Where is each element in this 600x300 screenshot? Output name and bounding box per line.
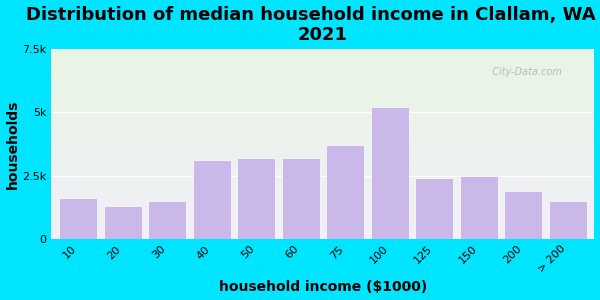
- Bar: [282, 158, 320, 239]
- Bar: [193, 160, 230, 239]
- Bar: [460, 176, 497, 239]
- Bar: [326, 145, 364, 239]
- Bar: [148, 201, 186, 239]
- Bar: [104, 206, 142, 239]
- X-axis label: household income ($1000): household income ($1000): [219, 280, 427, 294]
- Text: City-Data.com: City-Data.com: [486, 67, 562, 76]
- Bar: [505, 191, 542, 239]
- Title: Distribution of median household income in Clallam, WA in
2021: Distribution of median household income …: [26, 6, 600, 44]
- Bar: [237, 158, 275, 239]
- Y-axis label: households: households: [5, 99, 20, 188]
- Bar: [59, 198, 97, 239]
- Bar: [371, 107, 409, 239]
- Bar: [549, 201, 587, 239]
- Bar: [415, 178, 453, 239]
